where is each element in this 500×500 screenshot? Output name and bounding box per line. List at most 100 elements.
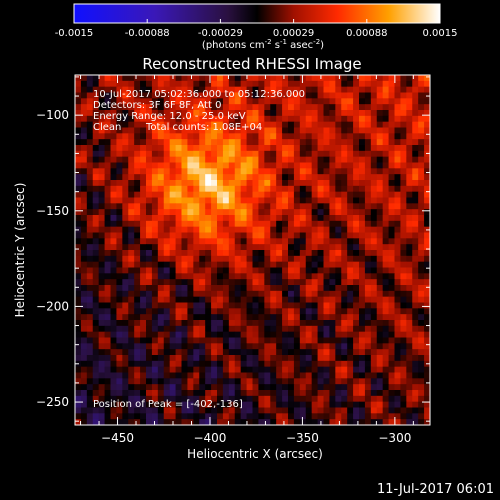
heatmap-cell [193,180,199,186]
heatmap-cell [182,285,188,291]
heatmap-cell [111,81,117,87]
heatmap-cell [341,186,347,192]
heatmap-cell [122,203,128,209]
heatmap-cell [146,413,152,419]
heatmap-cell [134,291,140,297]
heatmap-cell [294,81,300,87]
heatmap-cell [288,168,294,174]
heatmap-cell [105,291,111,297]
heatmap-cell [276,198,282,204]
heatmap-cell [377,139,383,145]
heatmap-cell [306,116,312,122]
heatmap-cell [389,408,395,414]
heatmap-cell [324,303,330,309]
heatmap-cell [128,373,134,379]
heatmap-cell [276,192,282,198]
heatmap-cell [158,367,164,373]
heatmap-cell [270,361,276,367]
heatmap-cell [152,297,158,303]
heatmap-cell [152,308,158,314]
heatmap-cell [258,273,264,279]
colorbar-tick-label: 0.0015 [423,28,458,39]
heatmap-cell [253,378,259,384]
heatmap-cell [418,186,424,192]
heatmap-cell [329,98,335,104]
heatmap-cell [359,93,365,99]
heatmap-cell [324,198,330,204]
heatmap-cell [164,378,170,384]
heatmap-cell [140,227,146,233]
heatmap-cell [146,227,152,233]
heatmap-cell [383,273,389,279]
heatmap-cell [146,238,152,244]
heatmap-cell [418,419,424,425]
heatmap-cell [264,303,270,309]
heatmap-cell [164,373,170,379]
heatmap-cell [324,326,330,332]
heatmap-cell [193,297,199,303]
heatmap-cell [400,419,406,425]
heatmap-cell [217,349,223,355]
heatmap-cell [182,279,188,285]
heatmap-cell [312,238,318,244]
heatmap-cell [87,303,93,309]
colorbar-gradient [74,4,440,23]
heatmap-cell [365,93,371,99]
heatmap-cell [229,419,235,425]
heatmap-cell [93,168,99,174]
heatmap-cell [347,268,353,274]
heatmap-cell [158,256,164,262]
heatmap-cell [329,349,335,355]
heatmap-cell [406,244,412,250]
heatmap-cell [164,262,170,268]
heatmap-cell [412,151,418,157]
heatmap-cell [359,262,365,268]
heatmap-cell [341,192,347,198]
heatmap-cell [223,168,229,174]
heatmap-cell [193,157,199,163]
heatmap-cell [359,198,365,204]
heatmap-cell [389,104,395,110]
heatmap-cell [318,320,324,326]
heatmap-cell [128,238,134,244]
heatmap-cell [99,244,105,250]
heatmap-cell [182,291,188,297]
heatmap-cell [253,244,259,250]
heatmap-cell [264,145,270,151]
heatmap-cell [81,203,87,209]
heatmap-cell [199,291,205,297]
heatmap-cell [258,192,264,198]
heatmap-cell [140,168,146,174]
heatmap-cell [324,122,330,128]
heatmap-cell [158,413,164,419]
chart-title: Reconstructed RHESSI Image [142,55,361,73]
heatmap-cell [93,209,99,215]
heatmap-cell [170,338,176,344]
heatmap-cell [264,378,270,384]
heatmap-cell [371,221,377,227]
heatmap-cell [111,308,117,314]
heatmap-cell [365,308,371,314]
y-tick-label: −100 [36,108,69,122]
heatmap-cell [223,163,229,169]
heatmap-cell [359,338,365,344]
heatmap-cell [270,355,276,361]
heatmap-cell [99,221,105,227]
heatmap-cell [312,384,318,390]
heatmap-cell [312,209,318,215]
heatmap-cell [140,338,146,344]
heatmap-cell [164,268,170,274]
heatmap-cell [241,163,247,169]
heatmap-cell [412,332,418,338]
heatmap-cell [353,314,359,320]
heatmap-cell [377,279,383,285]
heatmap-cell [93,419,99,425]
heatmap-cell [193,373,199,379]
heatmap-cell [170,215,176,221]
heatmap-cell [395,238,401,244]
heatmap-cell [329,308,335,314]
heatmap-cell [306,87,312,93]
heatmap-cell [258,244,264,250]
heatmap-cell [347,326,353,332]
heatmap-cell [377,268,383,274]
